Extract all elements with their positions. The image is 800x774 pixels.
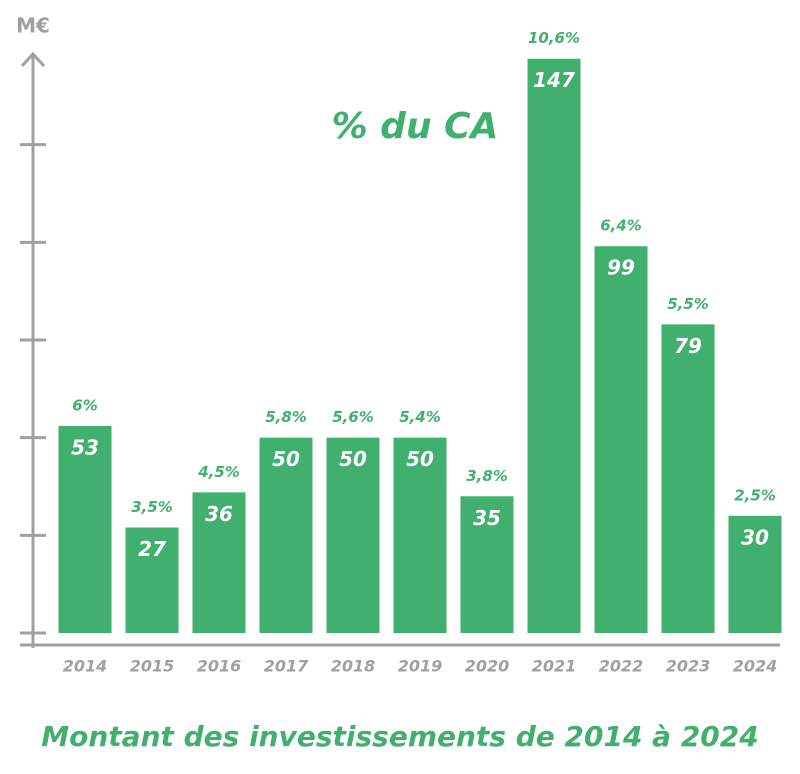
chart-title: Montant des investissements de 2014 à 20…: [41, 720, 759, 753]
share-label: 6%: [72, 396, 97, 414]
value-label: 36: [205, 502, 233, 526]
value-label: 35: [473, 506, 501, 530]
value-label: 50: [339, 447, 367, 471]
x-tick-label: 2016: [197, 657, 242, 676]
share-label: 6,4%: [600, 217, 642, 235]
x-tick-label: 2014: [63, 657, 108, 676]
share-label: 2,5%: [734, 486, 776, 504]
bar: [58, 425, 112, 633]
bar: [728, 515, 782, 633]
x-tick-label: 2020: [465, 657, 510, 676]
bar: [192, 492, 246, 633]
x-tick-label: 2018: [331, 657, 376, 676]
share-label: 5,5%: [667, 295, 709, 313]
bar: [594, 246, 648, 634]
share-label: 5,4%: [399, 408, 441, 426]
share-label: 4,5%: [197, 463, 240, 481]
annotation: % du CA: [332, 106, 499, 147]
y-axis-arrow: [20, 51, 46, 68]
bar: [259, 437, 313, 633]
value-label: 147: [533, 68, 575, 92]
x-tick-label: 2017: [264, 657, 309, 676]
bar: [460, 496, 514, 633]
x-tick-label: 2015: [130, 657, 175, 676]
x-tick-label: 2021: [532, 657, 577, 676]
value-label: 53: [71, 435, 99, 459]
x-tick-label: 2024: [733, 657, 778, 676]
value-label: 79: [674, 334, 702, 358]
share-label: 5,8%: [265, 408, 307, 426]
x-tick-label: 2019: [398, 657, 443, 676]
x-tick-label: 2022: [599, 657, 644, 676]
value-label: 99: [607, 256, 635, 280]
value-label: 50: [406, 447, 434, 471]
y-axis-label: M€: [16, 14, 50, 38]
value-label: 50: [272, 447, 300, 471]
bar: [527, 58, 581, 634]
value-label: 30: [741, 525, 769, 549]
x-tick-label: 2023: [666, 657, 711, 676]
share-label: 3,5%: [131, 498, 173, 516]
bar: [125, 527, 179, 633]
bar: [393, 437, 447, 633]
share-label: 5,6%: [332, 408, 374, 426]
bar: [326, 437, 380, 633]
bar: [661, 324, 715, 633]
value-label: 27: [138, 537, 166, 561]
share-label: 10,6%: [528, 29, 580, 47]
share-label: 3,8%: [466, 467, 508, 485]
